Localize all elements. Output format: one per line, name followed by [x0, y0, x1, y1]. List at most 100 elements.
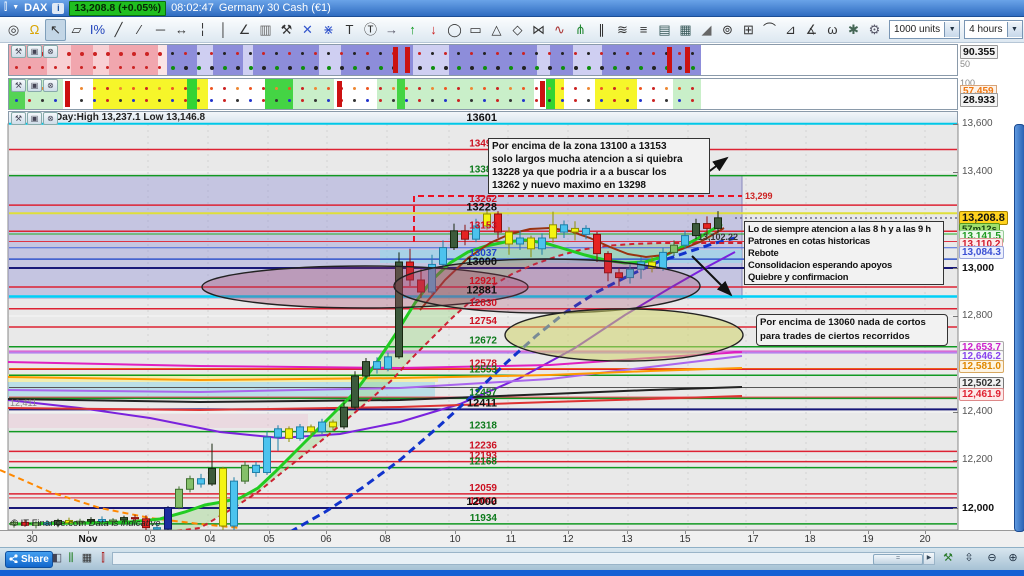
chart-settings-icon[interactable]: ⚒	[943, 552, 953, 564]
candle	[384, 352, 392, 372]
annotation-ellipse[interactable]	[504, 308, 744, 362]
arrow-up-icon[interactable]: ↑	[409, 21, 416, 37]
candle	[43, 520, 51, 526]
indicator-dot	[522, 52, 525, 55]
table-icon[interactable]: ▦	[81, 552, 93, 564]
panel-close-icon[interactable]: ⊗	[43, 45, 58, 58]
patterns-icon[interactable]: ⫿	[101, 552, 105, 564]
forecast-icon[interactable]: ✱	[848, 21, 859, 37]
arc-icon[interactable]: ⌒	[762, 21, 776, 37]
heat-band	[564, 79, 595, 109]
panel-restore-icon[interactable]: ▣	[27, 79, 42, 92]
indicator-dot	[691, 87, 694, 90]
bowtie-icon[interactable]: ⋈	[532, 21, 545, 37]
trendline-icon[interactable]: ∕	[138, 21, 141, 37]
panel-settings-icon[interactable]: ⚒	[11, 79, 26, 92]
fibonacci-expansion-icon[interactable]: ▦	[679, 21, 692, 37]
panel-close-icon[interactable]: ⊗	[43, 79, 58, 92]
alerts-icon[interactable]: Ω	[29, 21, 40, 37]
horizontal-ray-icon[interactable]: ↔	[175, 21, 188, 37]
indicative-note: Data is indicative	[88, 518, 161, 529]
panel-settings-icon[interactable]: ⚒	[11, 112, 26, 125]
candle-style-icon[interactable]: ⫼	[68, 552, 74, 564]
indicator-dot	[444, 52, 447, 55]
gann-fan-icon[interactable]: ⊿	[785, 21, 796, 37]
sd-channel-icon[interactable]: ≋	[617, 21, 628, 37]
annotation-ellipse[interactable]	[201, 265, 529, 309]
pitchfork-icon[interactable]: ⋔	[575, 21, 586, 37]
zoom-in-icon[interactable]: ⊕	[1008, 552, 1018, 564]
fibonacci-icon[interactable]: ▤	[658, 21, 671, 37]
heat-band	[573, 45, 602, 75]
indicator-dot	[41, 99, 44, 102]
panel-restore-icon[interactable]: ▣	[27, 112, 42, 125]
annotation-ellipse[interactable]	[393, 258, 701, 314]
indicator-dot	[457, 66, 461, 70]
indicator-dot	[639, 87, 642, 90]
semi-line-icon[interactable]: ╱	[114, 21, 123, 37]
rectangle-icon[interactable]: ▭	[469, 21, 482, 37]
indicator-dot	[509, 99, 512, 102]
note-icon[interactable]: Ⓣ	[363, 21, 377, 37]
indicator-dot	[262, 52, 265, 55]
zigzag-icon[interactable]: ∿	[554, 21, 565, 37]
angle-icon[interactable]: ∠	[238, 21, 251, 37]
settings-icon[interactable]: ⚙	[868, 21, 881, 37]
scroll-right-icon[interactable]: ▶	[923, 552, 935, 565]
fan-icon[interactable]: ◢	[701, 21, 712, 37]
double-cross-icon[interactable]: ⋇	[323, 21, 334, 37]
angle-tool-icon[interactable]: ∡	[805, 21, 818, 37]
chevron-down-icon[interactable]: ▼	[12, 4, 20, 11]
candle	[549, 211, 557, 243]
annotation-textbox[interactable]: Por encima de 13060 nada de cortos para t…	[756, 314, 948, 346]
horizontal-scrollbar-thumb[interactable]: =	[873, 554, 923, 565]
price-label-icon[interactable]: I%	[89, 21, 106, 37]
display-mode-icon[interactable]: ◧	[51, 552, 63, 564]
signal-bar	[337, 81, 342, 107]
arrow-right-icon[interactable]: →	[385, 21, 398, 37]
panel-restore-icon[interactable]: ▣	[27, 45, 42, 58]
regression-icon[interactable]: ≡	[639, 21, 648, 37]
panel-axis-label: 50	[960, 59, 971, 69]
timeframe-select[interactable]: 4 hours ▼	[964, 20, 1023, 39]
red-dashed	[175, 242, 935, 530]
delete-icon[interactable]: ▥	[259, 21, 272, 37]
indicator-dot	[314, 66, 318, 70]
triangle-icon[interactable]: △	[491, 21, 502, 37]
indicator-dot	[145, 87, 148, 90]
vertical-line-icon[interactable]: │	[219, 21, 228, 37]
panel-settings-icon[interactable]: ⚒	[11, 45, 26, 58]
cursor-icon[interactable]: ↖	[45, 18, 66, 41]
text-icon[interactable]: T	[345, 21, 354, 37]
indicator-dot	[431, 87, 434, 90]
arrow-down-icon[interactable]: ↓	[430, 21, 437, 37]
zoom-icon[interactable]: ◎	[7, 21, 20, 37]
info-icon[interactable]: i	[52, 2, 65, 14]
share-button[interactable]: Share	[5, 551, 53, 568]
annotation-textbox[interactable]: Lo de siempre atencion a las 8 h y a las…	[744, 221, 944, 285]
channel-icon[interactable]: ∥	[598, 21, 605, 37]
vertical-segment-icon[interactable]: ╎	[198, 21, 207, 37]
indicator-dot	[184, 87, 187, 90]
tools-icon[interactable]: ⚒	[280, 21, 293, 37]
cycles-icon[interactable]: ω	[827, 21, 838, 37]
time-axis: 30 Nov 03 04 05 06 08 10 11 12 13 15 17 18 19 20	[0, 530, 1024, 547]
vertical-scrollbar[interactable]	[1014, 124, 1024, 532]
horizontal-segment-icon[interactable]: ─	[155, 21, 166, 37]
horizontal-scrollbar-track[interactable]: =	[112, 552, 935, 565]
candle	[87, 517, 95, 524]
annotation-arrow[interactable]	[691, 255, 733, 297]
panel-close-icon[interactable]: ⊗	[43, 112, 58, 125]
units-select[interactable]: 1000 units ▼	[889, 20, 961, 39]
gann-grid-icon[interactable]: ⊞	[743, 21, 754, 37]
cross-icon[interactable]: ✕	[302, 21, 313, 37]
ellipse-icon[interactable]: ◯	[447, 21, 462, 37]
zoom-vertical-icon[interactable]: ⇳	[964, 552, 974, 564]
eraser-icon[interactable]: ▱	[71, 21, 82, 37]
x-axis-tick: 20	[919, 534, 931, 545]
annotation-textbox[interactable]: Por encima de la zona 13100 a 13153 solo …	[488, 138, 710, 194]
zoom-out-icon[interactable]: ⊖	[987, 552, 997, 564]
rhombus-icon[interactable]: ◇	[512, 21, 523, 37]
spiral-icon[interactable]: ⊚	[722, 21, 733, 37]
